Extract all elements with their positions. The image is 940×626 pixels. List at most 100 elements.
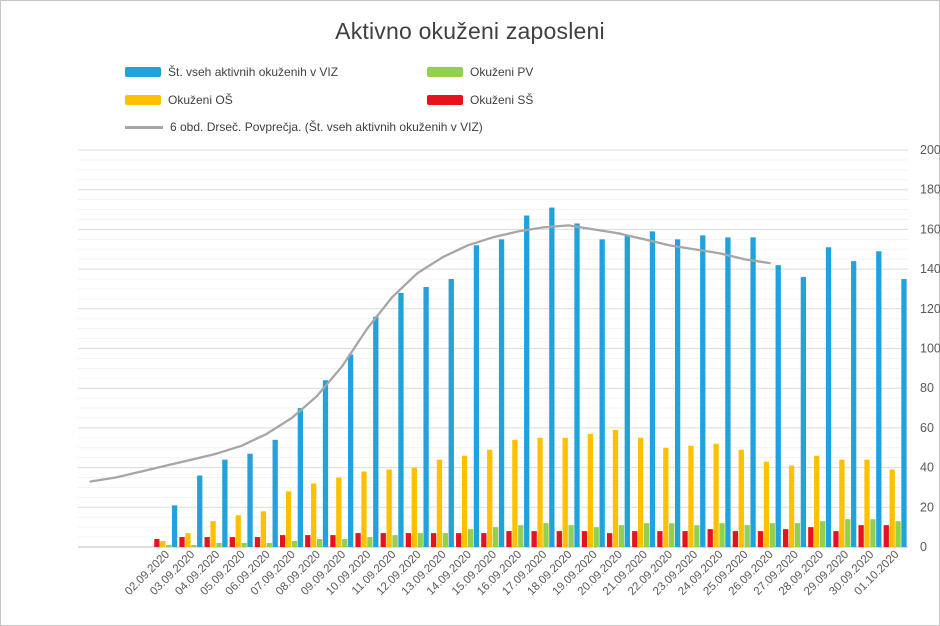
bar-oku-eni-pv [467,529,474,547]
bar--t-vseh-aktivnih-oku-enih-v-viz [674,239,681,547]
bar-oku-eni-pv [266,543,272,547]
bar-oku-eni-pv [593,527,599,547]
y-axis-label: 20 [920,500,934,514]
legend-item-pv[interactable]: Okuženi PV [427,64,533,80]
moving-average-line [89,224,771,483]
legend-label-pv: Okuženi PV [470,65,534,79]
bar-oku-eni-o- [889,469,895,547]
bar-oku-eni-o- [461,455,468,547]
bar--t-vseh-aktivnih-oku-enih-v-viz [574,223,580,547]
bar--t-vseh-aktivnih-oku-enih-v-viz [700,235,706,548]
bar-oku-eni-s- [506,531,512,547]
bar-oku-eni-o- [487,449,493,547]
bar--t-vseh-aktivnih-oku-enih-v-viz [297,408,303,547]
bar-oku-eni-s- [581,531,588,547]
bar-oku-eni-s- [556,531,562,547]
legend-label-ss: Okuženi SŠ [470,93,534,107]
bar-oku-eni-pv [769,523,775,547]
bar-oku-eni-s- [229,537,235,547]
bar-oku-eni-pv [744,525,750,547]
bar--t-vseh-aktivnih-oku-enih-v-viz [750,237,756,547]
legend-swatch-ss [427,95,463,105]
bar-oku-eni-s- [456,533,462,547]
bar-oku-eni-o- [361,471,367,547]
bar-oku-eni-pv [166,545,172,547]
legend-item-moving-average[interactable]: 6 obd. Drseč. Povprečja. (Št. vseh aktiv… [125,119,483,135]
bar-oku-eni-o- [311,483,317,547]
bar-oku-eni-pv [417,533,423,547]
bar-oku-eni-pv [518,525,524,547]
bar-oku-eni-o- [713,443,719,547]
bar--t-vseh-aktivnih-oku-enih-v-viz [649,231,656,547]
bar-oku-eni-s- [707,529,713,547]
bar--t-vseh-aktivnih-oku-enih-v-viz [775,265,781,547]
bar-oku-eni-o- [638,437,644,547]
legend-item-ss[interactable]: Okuženi SŠ [427,92,533,108]
bar-oku-eni-s- [883,525,889,547]
bar-oku-eni-s- [833,531,839,547]
bar-oku-eni-s- [154,539,160,547]
bar--t-vseh-aktivnih-oku-enih-v-viz [197,475,203,547]
bar-oku-eni-o- [436,459,443,547]
bar--t-vseh-aktivnih-oku-enih-v-viz [800,277,807,547]
legend-label-viz: Št. vseh aktivnih okuženih v VIZ [168,65,339,79]
bar-oku-eni-s- [632,531,638,547]
bar-oku-eni-pv [216,543,222,547]
bar--t-vseh-aktivnih-oku-enih-v-viz [473,245,480,547]
bar-oku-eni-s- [254,537,261,547]
bar-oku-eni-o- [562,437,568,547]
bar-oku-eni-o- [235,515,241,547]
bar--t-vseh-aktivnih-oku-enih-v-viz [825,247,832,547]
bar-oku-eni-o- [612,429,619,547]
bar-oku-eni-o- [512,439,518,547]
legend-label-moving-average: 6 obd. Drseč. Povprečja. (Št. vseh aktiv… [170,120,483,134]
bar-oku-eni-pv [694,525,700,547]
bar--t-vseh-aktivnih-oku-enih-v-viz [398,292,404,547]
bar--t-vseh-aktivnih-oku-enih-v-viz [222,459,228,547]
legend-item-os[interactable]: Okuženi OŠ [125,92,233,108]
bar-oku-eni-s- [405,533,412,547]
bar-oku-eni-pv [493,527,499,547]
legend-item-viz[interactable]: Št. vseh aktivnih okuženih v VIZ [125,64,338,80]
bar--t-vseh-aktivnih-oku-enih-v-viz [549,207,555,547]
bar-oku-eni-s- [355,533,361,547]
bar-oku-eni-pv [442,533,448,547]
legend-swatch-os [125,95,161,105]
bar-oku-eni-s- [682,531,688,547]
bar-oku-eni-s- [531,531,537,547]
bar-oku-eni-pv [291,541,298,547]
bar-oku-eni-s- [757,531,764,547]
bar-oku-eni-pv [568,525,574,547]
bar--t-vseh-aktivnih-oku-enih-v-viz [498,239,505,547]
legend-label-os: Okuženi OŠ [168,93,233,107]
bar-oku-eni-o- [814,455,820,547]
bar-oku-eni-o- [663,447,669,547]
bar-oku-eni-o- [738,449,744,547]
bar-oku-eni-o- [537,437,543,547]
bar-oku-eni-o- [688,445,694,547]
bar-oku-eni-pv [895,521,901,547]
bar-oku-eni-o- [386,469,392,547]
bar-oku-eni-pv [342,539,348,547]
bar-oku-eni-s- [808,527,814,547]
bar-oku-eni-o- [788,465,795,547]
y-axis-label: 60 [920,421,934,435]
bar-oku-eni-s- [783,529,789,547]
bar-oku-eni-pv [618,525,625,547]
bar-oku-eni-pv [819,521,826,547]
y-axis-label: 140 [920,262,940,276]
bar-oku-eni-pv [241,543,247,547]
bar-oku-eni-s- [606,533,613,547]
bar--t-vseh-aktivnih-oku-enih-v-viz [322,380,329,547]
y-axis-label: 80 [920,381,934,395]
bar--t-vseh-aktivnih-oku-enih-v-viz [448,279,454,547]
bar--t-vseh-aktivnih-oku-enih-v-viz [171,505,178,547]
bar-oku-eni-pv [794,523,801,547]
bar--t-vseh-aktivnih-oku-enih-v-viz [373,316,379,547]
bar-oku-eni-o- [763,461,770,547]
bar--t-vseh-aktivnih-oku-enih-v-viz [524,215,530,547]
bar--t-vseh-aktivnih-oku-enih-v-viz [272,439,278,547]
bar-oku-eni-o- [160,541,166,547]
bar-oku-eni-o- [260,511,267,547]
legend-line-swatch [125,125,163,129]
